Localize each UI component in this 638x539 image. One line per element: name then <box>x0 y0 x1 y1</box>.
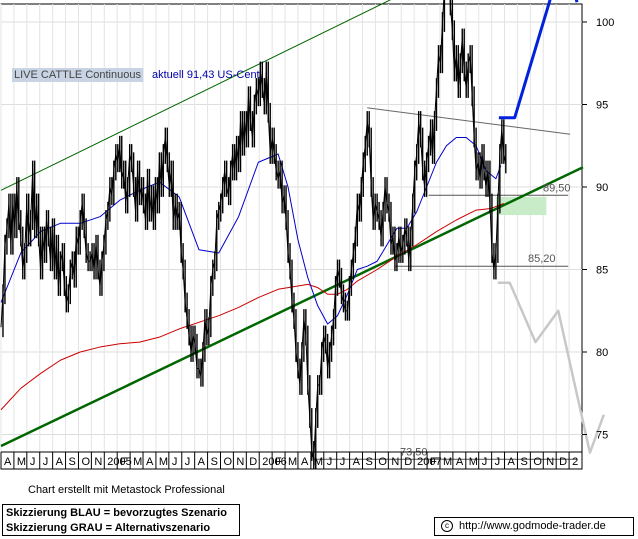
x-tick-label: M <box>469 456 478 468</box>
x-tick-label: F <box>120 456 127 468</box>
x-tick-label: A <box>198 456 206 468</box>
x-tick-label: O <box>378 456 387 468</box>
x-tick-label: S <box>366 456 373 468</box>
x-tick-label: S <box>69 456 76 468</box>
moving-average-long <box>0 203 504 411</box>
x-tick-label: M <box>17 456 26 468</box>
x-tick-label: F <box>275 456 282 468</box>
x-tick-label: J <box>43 456 49 468</box>
x-tick-label: A <box>146 456 154 468</box>
credit-note: Chart erstellt mit Metastock Professiona… <box>28 484 225 496</box>
scenario-grey-line <box>497 281 605 454</box>
x-tick-label: F <box>430 456 437 468</box>
x-tick-label: 2005 <box>107 456 131 468</box>
x-tick-label: 2006 <box>262 456 286 468</box>
y-tick-label: 90 <box>596 182 608 194</box>
y-tick-label: 80 <box>596 347 608 359</box>
x-tick-label: S <box>520 456 527 468</box>
x-tick-label: A <box>508 456 516 468</box>
x-tick-label: A <box>56 456 64 468</box>
x-tick-label: N <box>546 456 554 468</box>
source-url[interactable]: http://www.godmode-trader.de <box>459 520 606 532</box>
neckline <box>367 107 571 135</box>
x-tick-label: A <box>456 456 464 468</box>
x-tick-label: J <box>185 456 191 468</box>
x-tick-label: N <box>94 456 102 468</box>
legend-grey-label: Skizzierung GRAU = Alternativszenario <box>6 522 211 534</box>
x-tick-label: M <box>314 456 323 468</box>
x-tick-label: O <box>81 456 90 468</box>
x-tick-label: J <box>495 456 501 468</box>
y-tick-label: 75 <box>596 430 608 442</box>
x-tick-label: N <box>391 456 399 468</box>
y-tick-label: 100 <box>596 17 614 29</box>
price-line <box>0 0 507 460</box>
x-tick-label: N <box>236 456 244 468</box>
upper-trend-channel <box>0 0 392 191</box>
scenario-legend: Skizzierung BLAU = bevorzugtes Szenario … <box>2 504 240 536</box>
scenario-blue-line <box>498 0 579 120</box>
copyright-icon: c <box>441 520 453 533</box>
x-tick-label: J <box>482 456 488 468</box>
x-tick-label: D <box>249 456 257 468</box>
resistance-level-label: 89,50 <box>543 182 571 194</box>
x-tick-label: M <box>443 456 452 468</box>
x-tick-label: M <box>288 456 297 468</box>
x-tick-label: J <box>340 456 346 468</box>
x-tick-label: J <box>327 456 333 468</box>
x-tick-label: 2007 <box>417 456 441 468</box>
x-tick-label: D <box>404 456 412 468</box>
y-tick-label: 85 <box>596 265 608 277</box>
x-tick-label: O <box>223 456 232 468</box>
chart-title-highlight <box>12 68 144 82</box>
x-tick-label: A <box>301 456 309 468</box>
x-tick-label: D <box>559 456 567 468</box>
x-tick-label: O <box>533 456 542 468</box>
x-tick-label: J <box>172 456 178 468</box>
x-tick-label: 2 <box>572 456 578 468</box>
x-tick-label: A <box>4 456 12 468</box>
x-tick-label: M <box>159 456 168 468</box>
chart-title: LIVE CATTLE Continuous <box>14 69 141 81</box>
x-tick-label: M <box>133 456 142 468</box>
moving-average-short <box>0 137 502 325</box>
y-tick-label: 95 <box>596 100 608 112</box>
support-level-label: 85,20 <box>528 253 556 265</box>
x-tick-label: S <box>211 456 218 468</box>
target-zone <box>495 196 547 216</box>
x-tick-label: J <box>30 456 35 468</box>
legend-blue-label: Skizzierung BLAU = bevorzugtes Szenario <box>6 507 227 519</box>
x-tick-label: A <box>353 456 361 468</box>
chart-subtitle: aktuell 91,43 US-Cent <box>152 69 260 81</box>
source-url-box[interactable]: c http://www.godmode-trader.de <box>434 517 634 536</box>
